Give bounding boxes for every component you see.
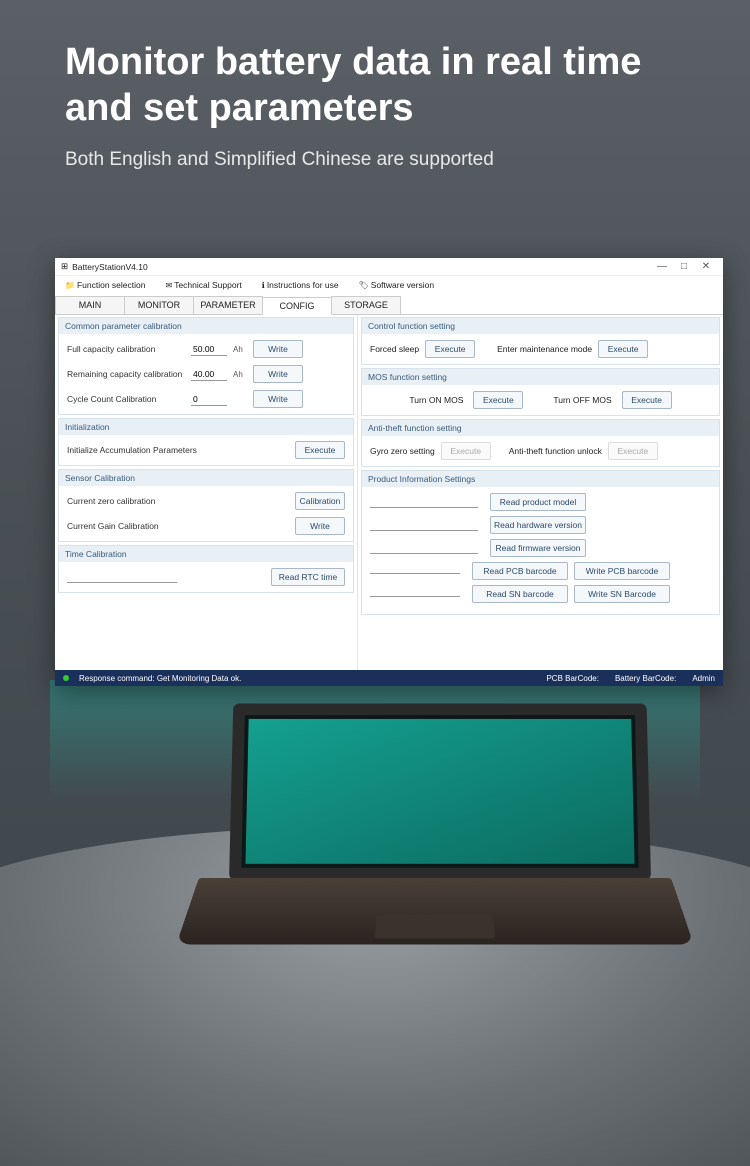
section-time: Time Calibration Read RTC time <box>58 545 354 593</box>
hardware-version-field[interactable] <box>370 519 478 531</box>
section-time-header: Time Calibration <box>59 546 353 562</box>
info-icon: ℹ <box>262 281 265 290</box>
laptop-screen-content <box>245 719 634 864</box>
section-sensor: Sensor Calibration Current zero calibrat… <box>58 469 354 542</box>
section-sensor-header: Sensor Calibration <box>59 470 353 486</box>
statusbar: Response command: Get Monitoring Data ok… <box>55 670 723 686</box>
status-indicator-icon <box>63 675 69 681</box>
write-pcb-button[interactable]: Write PCB barcode <box>574 562 670 580</box>
forced-sleep-button[interactable]: Execute <box>425 340 475 358</box>
turn-on-mos-button[interactable]: Execute <box>473 391 523 409</box>
menu-tech[interactable]: ✉Technical Support <box>163 280 241 290</box>
full-capacity-label: Full capacity calibration <box>67 344 185 354</box>
current-zero-button[interactable]: Calibration <box>295 492 345 510</box>
laptop-keyboard <box>176 878 694 945</box>
admin-label: Admin <box>692 674 715 683</box>
battery-barcode-label: Battery BarCode: <box>615 674 676 683</box>
pcb-barcode-field[interactable] <box>370 562 460 574</box>
tab-main[interactable]: MAIN <box>55 296 125 314</box>
remaining-capacity-label: Remaining capacity calibration <box>67 369 185 379</box>
gyro-label: Gyro zero setting <box>370 446 435 456</box>
section-mos: MOS function setting Turn ON MOS Execute… <box>361 368 720 416</box>
section-mos-header: MOS function setting <box>362 369 719 385</box>
section-control-header: Control function setting <box>362 318 719 334</box>
close-button[interactable]: ✕ <box>695 261 717 272</box>
full-capacity-input[interactable] <box>191 343 227 356</box>
tab-config[interactable]: CONFIG <box>262 297 332 315</box>
hero-title: Monitor battery data in real time and se… <box>0 0 750 141</box>
remaining-capacity-input[interactable] <box>191 368 227 381</box>
menu-instructions[interactable]: ℹInstructions for use <box>260 280 339 290</box>
firmware-version-field[interactable] <box>370 542 478 554</box>
cycle-count-label: Cycle Count Calibration <box>67 394 185 404</box>
read-model-button[interactable]: Read product model <box>490 493 586 511</box>
section-anti: Anti-theft function setting Gyro zero se… <box>361 419 720 467</box>
read-fw-button[interactable]: Read firmware version <box>490 539 586 557</box>
rtc-time-field[interactable] <box>67 571 177 583</box>
init-label: Initialize Accumulation Parameters <box>67 445 217 455</box>
folder-icon: 📁 <box>65 281 75 290</box>
tabs: MAIN MONITOR PARAMETER CONFIG STORAGE <box>55 296 723 315</box>
sn-barcode-field[interactable] <box>370 585 460 597</box>
window-title: BatteryStationV4.10 <box>72 262 651 272</box>
pcb-barcode-label: PCB BarCode: <box>546 674 598 683</box>
turn-off-mos-label: Turn OFF MOS <box>553 395 611 405</box>
read-sn-button[interactable]: Read SN barcode <box>472 585 568 603</box>
section-product: Product Information Settings Read produc… <box>361 470 720 615</box>
tab-storage[interactable]: STORAGE <box>331 296 401 314</box>
current-gain-button[interactable]: Write <box>295 517 345 535</box>
tab-monitor[interactable]: MONITOR <box>124 296 194 314</box>
menubar: 📁Function selection ✉Technical Support ℹ… <box>55 276 723 294</box>
minimize-button[interactable]: — <box>651 261 673 272</box>
hero-subtitle: Both English and Simplified Chinese are … <box>0 141 750 171</box>
unlock-label: Anti-theft function unlock <box>509 446 602 456</box>
section-common-header: Common parameter calibration <box>59 318 353 334</box>
current-gain-label: Current Gain Calibration <box>67 521 185 531</box>
unit-label: Ah <box>233 345 247 354</box>
unit-label: Ah <box>233 370 247 379</box>
turn-on-mos-label: Turn ON MOS <box>409 395 463 405</box>
product-model-field[interactable] <box>370 496 478 508</box>
section-control: Control function setting Forced sleep Ex… <box>361 317 720 365</box>
maintenance-mode-label: Enter maintenance mode <box>497 344 592 354</box>
cycle-count-input[interactable] <box>191 393 227 406</box>
current-zero-label: Current zero calibration <box>67 496 185 506</box>
cycle-count-write-button[interactable]: Write <box>253 390 303 408</box>
tab-parameter[interactable]: PARAMETER <box>193 296 263 314</box>
app-icon: ⊞ <box>61 261 68 272</box>
turn-off-mos-button[interactable]: Execute <box>622 391 672 409</box>
menu-function[interactable]: 📁Function selection <box>63 280 145 290</box>
gyro-button: Execute <box>441 442 491 460</box>
maximize-button[interactable]: □ <box>673 261 695 272</box>
app-window: ⊞ BatteryStationV4.10 — □ ✕ 📁Function se… <box>55 258 723 686</box>
laptop-screen <box>229 704 651 880</box>
laptop-trackpad <box>375 915 495 939</box>
section-common: Common parameter calibration Full capaci… <box>58 317 354 415</box>
right-column: Control function setting Forced sleep Ex… <box>358 315 723 671</box>
remaining-capacity-write-button[interactable]: Write <box>253 365 303 383</box>
write-sn-button[interactable]: Write SN Barcode <box>574 585 670 603</box>
init-execute-button[interactable]: Execute <box>295 441 345 459</box>
forced-sleep-label: Forced sleep <box>370 344 419 354</box>
full-capacity-write-button[interactable]: Write <box>253 340 303 358</box>
section-product-header: Product Information Settings <box>362 471 719 487</box>
read-hw-button[interactable]: Read hardware version <box>490 516 586 534</box>
section-init: Initialization Initialize Accumulation P… <box>58 418 354 466</box>
unlock-button: Execute <box>608 442 658 460</box>
status-message: Response command: Get Monitoring Data ok… <box>79 674 546 683</box>
menu-version[interactable]: 🏷Software version <box>357 280 434 290</box>
read-rtc-button[interactable]: Read RTC time <box>271 568 345 586</box>
section-anti-header: Anti-theft function setting <box>362 420 719 436</box>
tag-icon: 🏷 <box>359 281 369 290</box>
content: Common parameter calibration Full capaci… <box>55 315 723 671</box>
mail-icon: ✉ <box>165 281 172 290</box>
section-init-header: Initialization <box>59 419 353 435</box>
read-pcb-button[interactable]: Read PCB barcode <box>472 562 568 580</box>
laptop-illustration <box>196 704 674 981</box>
titlebar: ⊞ BatteryStationV4.10 — □ ✕ <box>55 258 723 276</box>
left-column: Common parameter calibration Full capaci… <box>55 315 358 671</box>
maintenance-mode-button[interactable]: Execute <box>598 340 648 358</box>
